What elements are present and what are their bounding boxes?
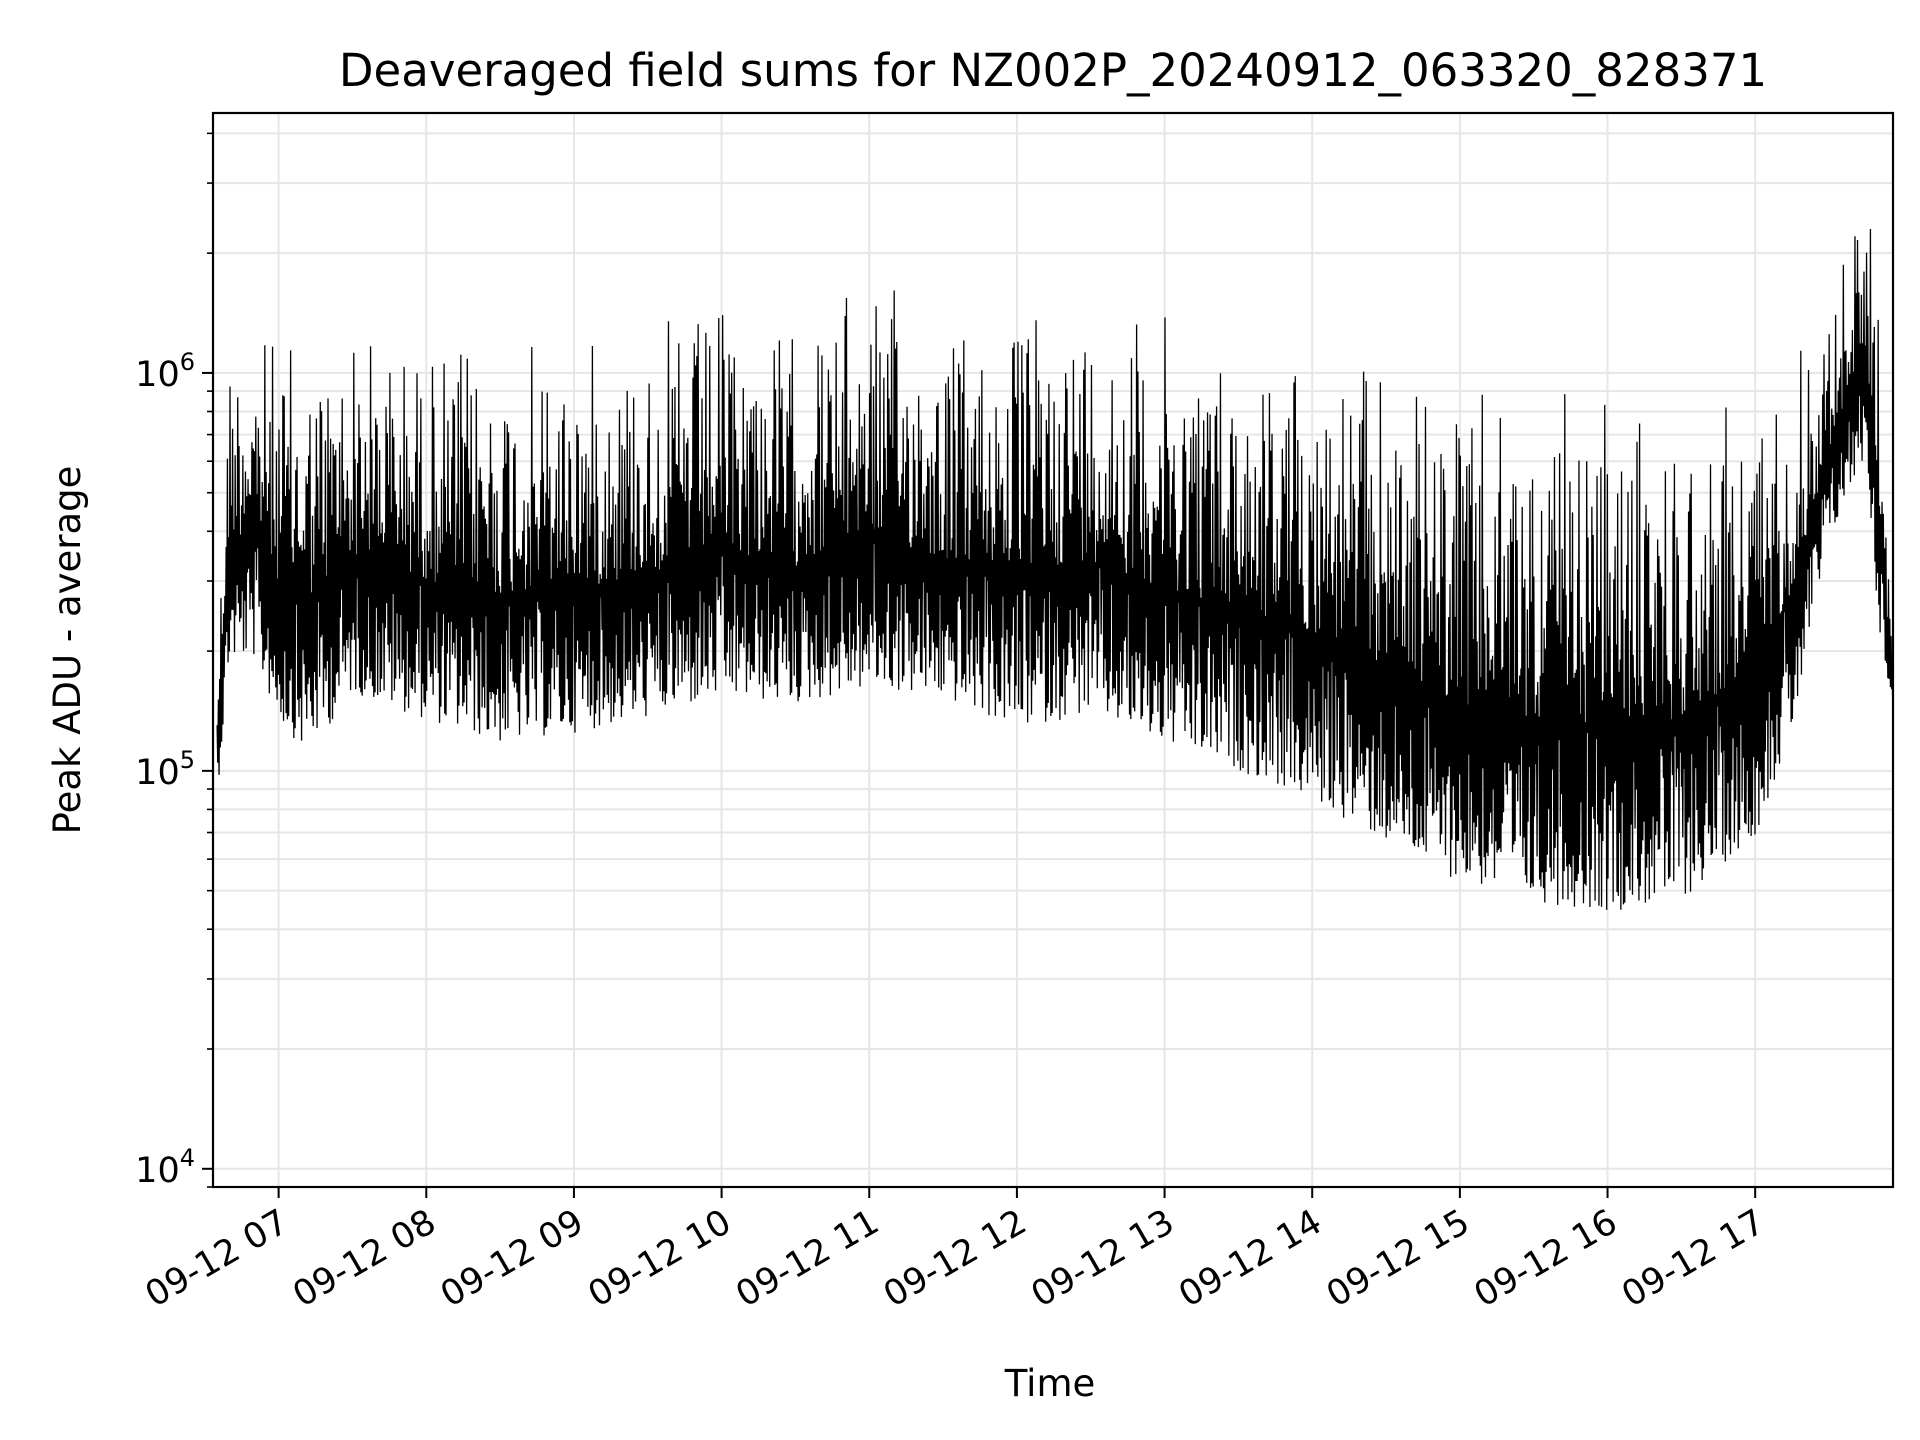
series-group xyxy=(216,229,1894,910)
series-line xyxy=(216,229,1894,910)
y-axis: 104 105 106 xyxy=(135,132,213,1191)
x-axis-label: Time xyxy=(1004,1362,1096,1405)
y-tick-label: 104 xyxy=(135,1144,195,1191)
y-axis-label: Peak ADU - average xyxy=(46,466,89,835)
chart-title: Deaveraged field sums for NZ002P_2024091… xyxy=(339,44,1767,97)
plot-frame xyxy=(211,111,1895,1189)
y-tick-label: 106 xyxy=(135,348,195,395)
y-tick-label: 105 xyxy=(135,746,195,793)
